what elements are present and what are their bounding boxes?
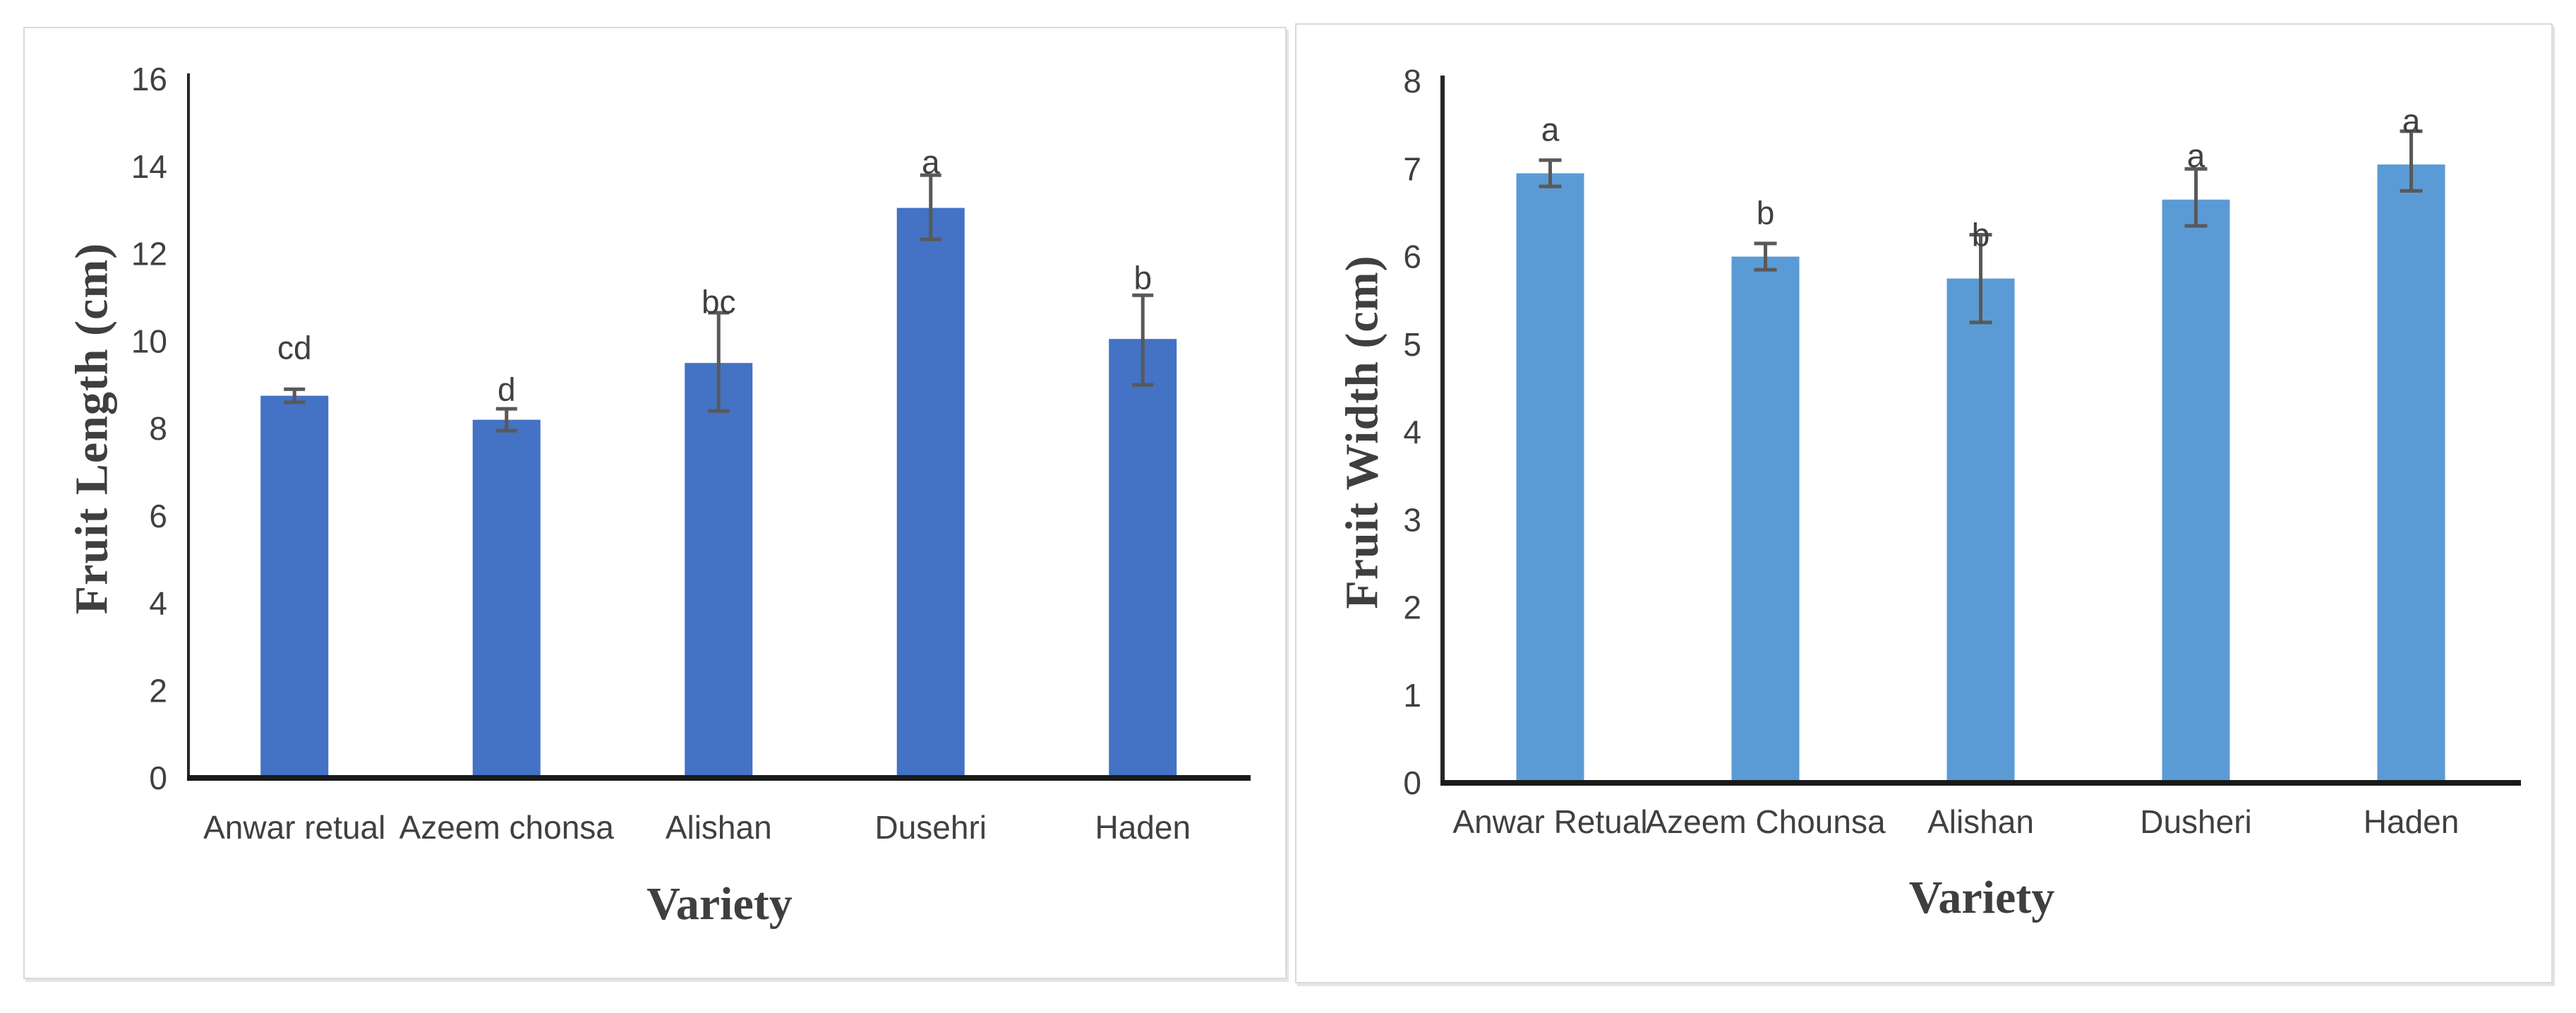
bar-dusheri bbox=[2162, 199, 2230, 783]
bar-dusehri bbox=[896, 208, 965, 778]
bar-anwar-retual bbox=[260, 395, 329, 778]
y-tick-label: 0 bbox=[1403, 765, 1421, 801]
x-category-label: Azeem chonsa bbox=[399, 809, 615, 846]
sig-letter: a bbox=[922, 144, 940, 181]
sig-letter: bc bbox=[702, 284, 736, 320]
y-tick-label: 12 bbox=[131, 236, 167, 272]
bar-azeem-chonsa bbox=[472, 419, 541, 778]
fruit-width-chart: 0 1 2 3 4 5 6 7 8 a Anwar Retual b Azeem Chounsa b Ali… bbox=[1337, 63, 2521, 923]
bar-alishan bbox=[1946, 278, 2015, 783]
sig-letter: a bbox=[1541, 111, 1560, 148]
sig-letter: b bbox=[1972, 216, 1990, 253]
y-tick-label: 4 bbox=[149, 585, 167, 622]
fruit-length-chart: 0 2 4 6 8 10 12 14 16 cd Anwar retual d Azeem chonsa… bbox=[66, 61, 1251, 930]
sig-letter: cd bbox=[277, 330, 312, 366]
y-tick-label: 0 bbox=[149, 760, 167, 796]
y-tick-label: 4 bbox=[1403, 414, 1421, 450]
fruit-width-chart-panel: 0 1 2 3 4 5 6 7 8 a Anwar Retual b Azeem Chounsa b Ali… bbox=[1295, 23, 2553, 983]
y-tick-label: 14 bbox=[131, 148, 167, 185]
x-category-label: Anwar Retual bbox=[1452, 803, 1647, 840]
y-tick-label: 7 bbox=[1403, 150, 1421, 187]
y-tick-label: 10 bbox=[131, 323, 167, 359]
x-category-label: Anwar retual bbox=[203, 809, 385, 846]
y-tick-label: 3 bbox=[1403, 501, 1421, 538]
bar-haden bbox=[2377, 164, 2445, 784]
bar-alishan bbox=[685, 363, 753, 778]
sig-letter: a bbox=[2187, 138, 2205, 174]
y-tick-label: 6 bbox=[1403, 239, 1421, 275]
y-tick-label: 2 bbox=[1403, 589, 1421, 626]
y-axis-title: Fruit Width (cm) bbox=[1337, 255, 1388, 609]
fruit-length-chart-panel: 0 2 4 6 8 10 12 14 16 cd Anwar retual d Azeem chonsa… bbox=[23, 27, 1287, 979]
x-category-label: Dusehri bbox=[874, 809, 987, 846]
sig-letter: b bbox=[1757, 194, 1775, 231]
x-category-label: Haden bbox=[2364, 803, 2460, 840]
y-axis-title: Fruit Length (cm) bbox=[66, 243, 118, 615]
bar-azeem-chounsa bbox=[1731, 256, 1800, 783]
sig-letter: a bbox=[2402, 102, 2421, 139]
x-category-label: Haden bbox=[1095, 809, 1191, 846]
x-axis-title: Variety bbox=[1909, 872, 2055, 923]
x-category-label: Dusheri bbox=[2140, 803, 2252, 840]
sig-letter: b bbox=[1133, 260, 1152, 296]
y-tick-label: 6 bbox=[149, 498, 167, 534]
y-tick-label: 8 bbox=[1403, 63, 1421, 100]
y-tick-label: 8 bbox=[149, 410, 167, 447]
bar-haden bbox=[1109, 339, 1177, 778]
x-category-label: Azeem Chounsa bbox=[1645, 803, 1885, 840]
x-axis-title: Variety bbox=[646, 878, 793, 930]
y-tick-label: 16 bbox=[131, 61, 167, 97]
y-tick-label: 5 bbox=[1403, 326, 1421, 363]
y-tick-label: 2 bbox=[149, 672, 167, 709]
x-category-label: Alishan bbox=[666, 809, 772, 846]
y-tick-label: 1 bbox=[1403, 677, 1421, 714]
x-category-label: Alishan bbox=[1927, 803, 2034, 840]
sig-letter: d bbox=[498, 371, 516, 407]
bar-anwar-retual bbox=[1516, 173, 1584, 783]
